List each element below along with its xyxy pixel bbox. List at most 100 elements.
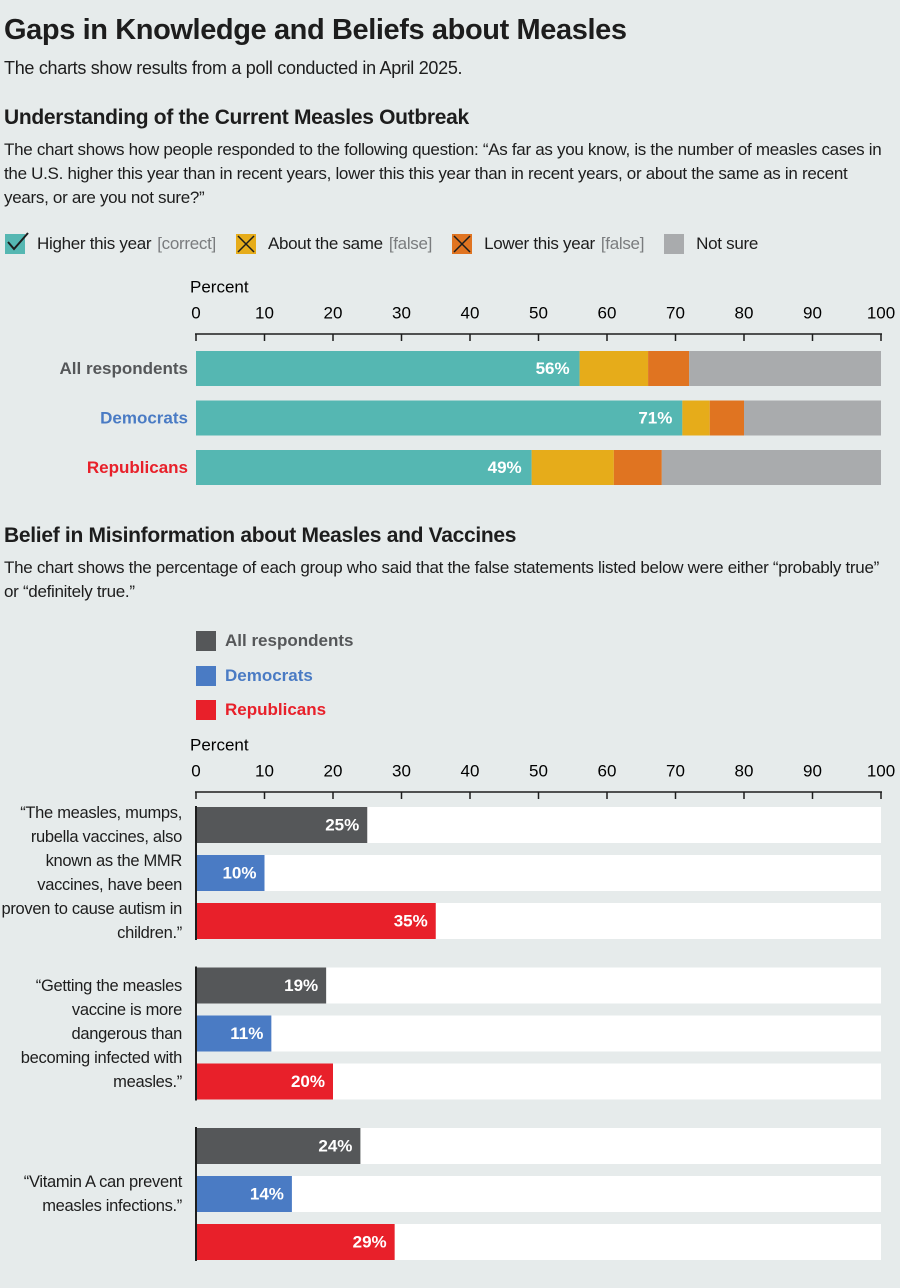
x-tick-label: 100: [867, 303, 895, 322]
x-tick-label: 60: [598, 761, 617, 780]
legend-label: Republicans: [225, 700, 327, 720]
statement-label: “The measles, mumps, rubella vaccines, a…: [1, 804, 182, 942]
category-label: All respondents: [60, 359, 188, 378]
legend: Higher this year [correct] About the same […: [5, 232, 758, 256]
bar-segment: [709, 400, 744, 436]
chart-title: Belief in Misinformation about Measles a…: [4, 524, 517, 547]
bar-segment: [744, 400, 881, 436]
bar: [196, 1176, 292, 1212]
x-tick-label: 80: [735, 761, 754, 780]
bar-segment: [661, 450, 881, 485]
x-tick-label: 30: [392, 761, 411, 780]
legend-swatch: [664, 234, 685, 254]
check-icon: [7, 232, 29, 251]
legend-tag: [false]: [600, 234, 645, 253]
legend: All respondents Democrats Republicans: [196, 624, 353, 728]
bar: [196, 967, 327, 1004]
x-tick-label: 70: [666, 303, 685, 322]
value-label: 25%: [325, 815, 359, 834]
swatch: [5, 234, 25, 254]
legend-swatch: [452, 234, 473, 254]
chart-subtitle: The chart shows the percentage of each g…: [4, 558, 879, 601]
x-tick-label: 70: [666, 761, 685, 780]
value-label: 14%: [250, 1184, 284, 1203]
statement-label: “Vitamin A can prevent measles infection…: [23, 1173, 183, 1215]
value-label: 11%: [230, 1024, 263, 1043]
value-label: 24%: [318, 1136, 352, 1155]
value-label: 29%: [353, 1232, 387, 1251]
legend-swatch: [196, 665, 216, 686]
legend-swatch: [235, 234, 256, 254]
value-label: 49%: [488, 458, 522, 477]
legend-tag: [correct]: [157, 234, 216, 253]
axis-label: Percent: [190, 277, 249, 296]
bar-segment: [579, 351, 649, 386]
bar-segment: [196, 450, 532, 485]
bar-segment: [648, 351, 690, 386]
x-tick-label: 60: [598, 303, 617, 322]
legend-item: All respondents: [196, 624, 353, 659]
legend-label: Lower this year: [484, 234, 595, 253]
axis-label: Percent: [190, 735, 249, 754]
legend-item: Republicans: [196, 693, 353, 728]
bar-segment: [682, 400, 710, 436]
legend-label: About the same: [267, 234, 383, 253]
x-icon: [453, 235, 471, 253]
x-tick-label: 80: [735, 303, 754, 322]
legend-label: Democrats: [225, 665, 313, 685]
legend-tag: [false]: [388, 234, 433, 253]
legend-item: Not sure: [664, 232, 758, 256]
x-tick-label: 90: [803, 303, 822, 322]
legend-item: Higher this year [correct]: [5, 232, 216, 256]
legend-label: Not sure: [696, 234, 758, 253]
x-tick-label: 20: [324, 303, 343, 322]
x-tick-label: 0: [191, 761, 200, 780]
chart-subtitle: The chart shows how people responded to …: [4, 140, 882, 207]
x-tick-label: 90: [803, 761, 822, 780]
x-tick-label: 40: [461, 761, 480, 780]
bar-track: [196, 1176, 881, 1212]
x-tick-label: 100: [867, 761, 895, 780]
bar: [196, 855, 265, 891]
category-label: Democrats: [100, 408, 188, 427]
bar-segment: [531, 450, 614, 485]
bar: [196, 903, 436, 939]
bar-segment: [196, 351, 580, 386]
bar: [196, 1015, 272, 1052]
bar: [196, 807, 368, 843]
legend-label: All respondents: [225, 631, 354, 651]
value-label: 35%: [394, 911, 428, 930]
value-label: 56%: [536, 359, 570, 378]
category-label: Republicans: [87, 458, 188, 477]
bar: [196, 1224, 395, 1260]
page-title: Gaps in Knowledge and Beliefs about Meas…: [4, 14, 627, 46]
legend-swatch: [196, 631, 216, 652]
bar-track: [196, 855, 881, 891]
x-tick-label: 50: [529, 303, 548, 322]
legend-swatch: [196, 700, 216, 721]
value-label: 10%: [222, 863, 256, 882]
x-tick-label: 0: [191, 303, 200, 322]
bar-track: [196, 1015, 881, 1052]
legend-swatch: [5, 232, 29, 254]
x-tick-label: 40: [461, 303, 480, 322]
value-label: 20%: [291, 1072, 325, 1091]
bar: [196, 1063, 333, 1100]
x-tick-label: 10: [255, 761, 274, 780]
bar-segment: [196, 400, 683, 436]
bar-segment: [689, 351, 881, 386]
legend-label: Higher this year: [37, 234, 152, 253]
x-icon: [237, 235, 255, 253]
x-tick-label: 10: [255, 303, 274, 322]
page-subtitle: The charts show results from a poll cond…: [4, 58, 463, 78]
legend-item: Lower this year [false]: [452, 232, 644, 256]
bar: [196, 1128, 361, 1164]
value-label: 19%: [284, 976, 318, 995]
x-tick-label: 20: [324, 761, 343, 780]
x-tick-label: 30: [392, 303, 411, 322]
swatch: [664, 234, 685, 254]
value-label: 71%: [638, 408, 672, 427]
chart-title: Understanding of the Current Measles Out…: [4, 106, 469, 129]
